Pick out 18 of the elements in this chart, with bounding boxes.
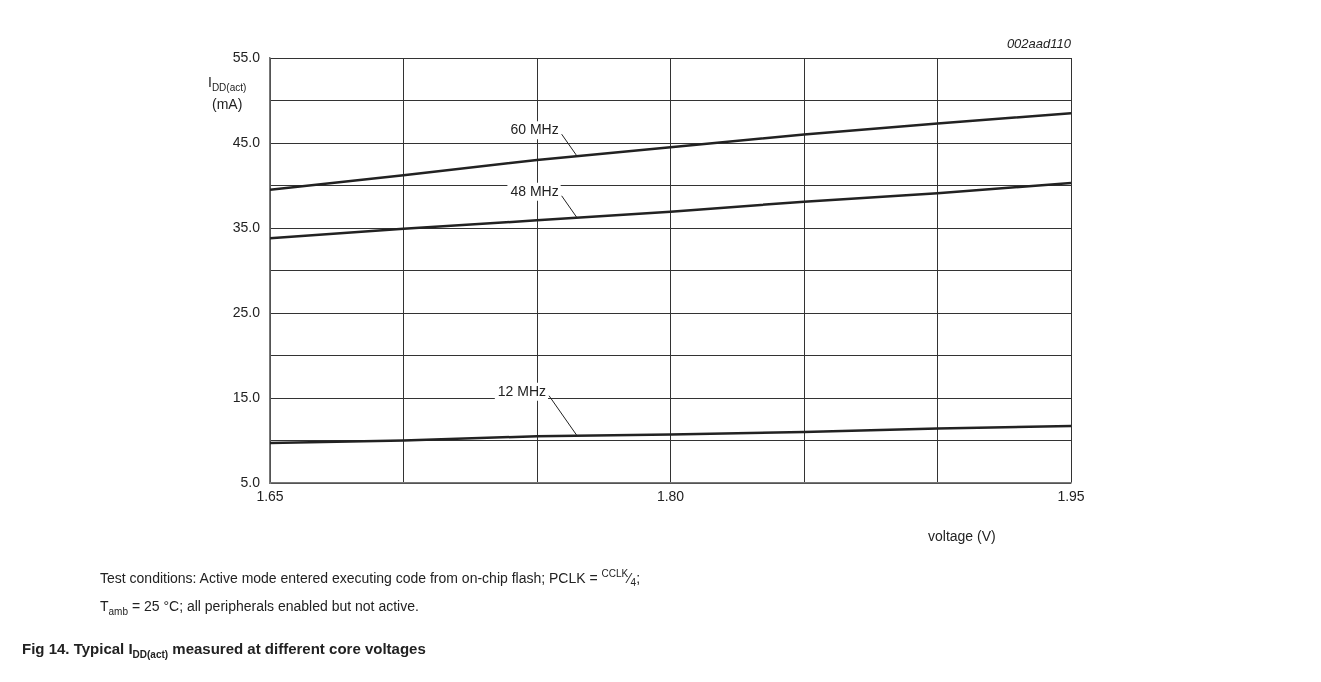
text: T$_{amb}$ = 25 °C; all peripherals enabled but not active. [100,598,419,617]
text: Fig 14. Typical I$_{DD(act)}$ measured at different core voltages [22,640,426,660]
text: 002aad110 [1005,36,1071,51]
y-tick-label: 25.0 [232,303,261,320]
x-tick-label: 1.80 [656,488,685,505]
series-label: 48 MHz [510,182,559,199]
text: 12 MHz [497,382,547,399]
x-axis-title: voltage (V) [928,528,996,544]
x-tick-label: 1.95 [1057,488,1085,505]
y-axis-title: I$_{DD(act)}$ (mA) [208,74,247,112]
y-tick-label: 5.0 [240,473,261,490]
y-tick-label: 15.0 [232,388,261,405]
y-tick-label: 35.0 [232,218,261,235]
x-tick-label: 1.65 [256,488,284,505]
text: Test conditions: Active mode entered executing code from on-chip flash; PCLK = $^{CCLK}$⁄$_{4}$; [100,568,641,589]
y-tick-label: 45.0 [232,133,261,150]
y-tick-label: 55.0 [232,48,261,65]
series-label: 60 MHz [510,121,559,138]
